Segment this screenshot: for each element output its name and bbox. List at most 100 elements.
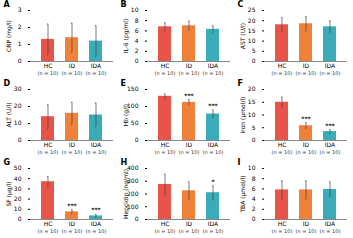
svg-text:4: 4 (135, 37, 139, 44)
svg-text:ID: ID (186, 220, 193, 227)
svg-text:SF (μg/l): SF (μg/l) (5, 181, 13, 206)
svg-text:HC: HC (44, 62, 53, 69)
svg-text:TBA (μmol/l): TBA (μmol/l) (239, 175, 247, 213)
svg-text:*: * (211, 178, 215, 185)
svg-text:HC: HC (278, 220, 287, 227)
svg-text:0: 0 (252, 57, 256, 64)
svg-text:IDA: IDA (208, 220, 219, 227)
svg-text:0: 0 (135, 215, 139, 222)
svg-text:ID: ID (69, 62, 76, 69)
svg-text:8: 8 (135, 17, 139, 24)
svg-text:50: 50 (14, 164, 22, 171)
svg-text:Hb (g/l): Hb (g/l) (122, 104, 130, 126)
svg-text:F: F (238, 79, 243, 88)
svg-text:20: 20 (248, 85, 256, 92)
svg-text:B: B (121, 0, 127, 9)
svg-text:0: 0 (135, 57, 139, 64)
svg-text:10: 10 (14, 205, 22, 212)
svg-text:0: 0 (135, 136, 139, 143)
svg-text:10: 10 (14, 119, 22, 126)
svg-text:ID: ID (303, 141, 310, 148)
svg-text:IDA: IDA (325, 220, 336, 227)
svg-text:(n = 10): (n = 10) (38, 70, 59, 76)
svg-text:***: *** (208, 102, 218, 109)
svg-text:15: 15 (248, 98, 256, 105)
svg-text:(n = 10): (n = 10) (179, 70, 200, 76)
svg-text:25: 25 (248, 6, 256, 13)
svg-text:10: 10 (131, 6, 139, 13)
svg-text:HC: HC (278, 62, 287, 69)
svg-text:2: 2 (18, 23, 22, 30)
svg-text:ID: ID (303, 220, 310, 227)
svg-text:HC: HC (161, 62, 170, 69)
svg-text:1: 1 (18, 40, 22, 47)
svg-text:IDA: IDA (208, 141, 219, 148)
svg-text:(n = 10): (n = 10) (38, 228, 59, 234)
svg-text:IL-6 (pg/ml): IL-6 (pg/ml) (122, 19, 130, 54)
svg-text:(n = 10): (n = 10) (86, 228, 107, 234)
svg-text:5: 5 (252, 47, 256, 54)
svg-text:0: 0 (18, 215, 22, 222)
svg-text:20: 20 (14, 102, 22, 109)
svg-text:150: 150 (127, 85, 139, 92)
svg-text:(n = 10): (n = 10) (62, 149, 83, 155)
svg-text:HC: HC (161, 220, 170, 227)
svg-text:2: 2 (252, 205, 256, 212)
svg-text:30: 30 (14, 85, 22, 92)
svg-text:(n = 10): (n = 10) (296, 149, 317, 155)
svg-text:IDA: IDA (325, 141, 336, 148)
svg-text:HC: HC (278, 141, 287, 148)
svg-text:20: 20 (14, 195, 22, 202)
svg-text:(n = 10): (n = 10) (272, 149, 293, 155)
svg-text:5: 5 (252, 124, 256, 131)
svg-text:(n = 10): (n = 10) (296, 228, 317, 234)
svg-text:***: *** (184, 92, 194, 99)
svg-text:HC: HC (161, 141, 170, 148)
svg-text:200: 200 (127, 190, 139, 197)
svg-text:(n = 10): (n = 10) (203, 70, 224, 76)
svg-text:ID: ID (186, 141, 193, 148)
svg-text:(n = 10): (n = 10) (86, 70, 107, 76)
svg-text:Hepcidin (ng/ml): Hepcidin (ng/ml) (122, 169, 130, 219)
svg-text:A: A (4, 0, 11, 9)
svg-text:(n = 10): (n = 10) (203, 228, 224, 234)
svg-text:0: 0 (18, 57, 22, 64)
svg-text:ALT (U/l): ALT (U/l) (5, 103, 12, 128)
svg-text:4: 4 (252, 195, 256, 202)
svg-text:(n = 10): (n = 10) (155, 149, 176, 155)
svg-text:(n = 10): (n = 10) (155, 70, 176, 76)
svg-text:0: 0 (252, 215, 256, 222)
svg-text:IDA: IDA (91, 141, 102, 148)
svg-text:100: 100 (127, 102, 139, 109)
svg-text:30: 30 (14, 185, 22, 192)
svg-text:(n = 10): (n = 10) (320, 70, 341, 76)
svg-text:***: *** (91, 206, 101, 213)
svg-text:6: 6 (135, 27, 139, 34)
svg-text:8: 8 (252, 175, 256, 182)
svg-text:(n = 10): (n = 10) (272, 228, 293, 234)
svg-text:2: 2 (135, 47, 139, 54)
svg-text:G: G (4, 158, 11, 167)
svg-text:(n = 10): (n = 10) (179, 228, 200, 234)
svg-text:10: 10 (248, 164, 256, 171)
svg-text:C: C (238, 0, 244, 9)
svg-text:3: 3 (18, 6, 22, 13)
svg-text:15: 15 (248, 27, 256, 34)
svg-text:***: *** (301, 115, 311, 122)
svg-text:IDA: IDA (208, 62, 219, 69)
svg-text:(n = 10): (n = 10) (296, 70, 317, 76)
svg-text:D: D (4, 79, 11, 88)
svg-text:ID: ID (186, 62, 193, 69)
svg-text:0: 0 (252, 136, 256, 143)
svg-text:(n = 10): (n = 10) (320, 228, 341, 234)
svg-text:AST (U/l): AST (U/l) (239, 23, 246, 49)
svg-text:***: *** (67, 202, 77, 209)
svg-text:I: I (238, 158, 241, 167)
svg-text:(n = 10): (n = 10) (272, 70, 293, 76)
svg-text:(n = 10): (n = 10) (203, 149, 224, 155)
svg-text:400: 400 (127, 164, 139, 171)
svg-text:(n = 10): (n = 10) (320, 149, 341, 155)
svg-text:ID: ID (303, 62, 310, 69)
svg-text:IDA: IDA (91, 62, 102, 69)
svg-text:ID: ID (69, 141, 76, 148)
